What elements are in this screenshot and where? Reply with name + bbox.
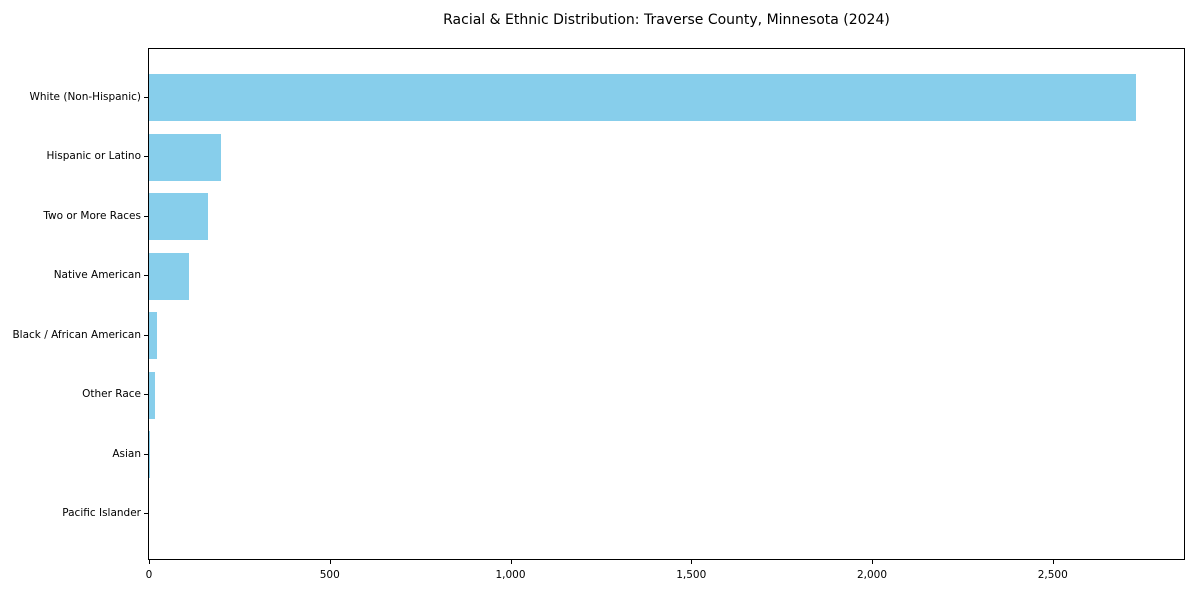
x-tick-mark (510, 560, 512, 564)
y-axis-label: Other Race (82, 388, 141, 401)
y-tick-mark (144, 156, 148, 158)
x-tick-label: 1,500 (676, 569, 707, 581)
bar-black-african-american (149, 312, 157, 360)
x-tick-label: 2,500 (1037, 569, 1068, 581)
x-tick-label: 500 (319, 569, 340, 581)
y-axis-label: White (Non-Hispanic) (29, 90, 141, 103)
x-tick-mark (329, 560, 331, 564)
y-axis-label: Two or More Races (43, 209, 141, 222)
x-tick-label: 0 (145, 569, 153, 581)
x-tick-mark (872, 560, 874, 564)
y-axis-label: Asian (112, 447, 141, 460)
chart-title: Racial & Ethnic Distribution: Traverse C… (443, 12, 890, 28)
y-tick-mark (144, 215, 148, 217)
y-axis-label: Black / African American (12, 328, 141, 341)
y-tick-mark (144, 513, 148, 515)
plot-area (148, 48, 1185, 560)
y-tick-mark (144, 275, 148, 277)
x-tick-label: 1,000 (495, 569, 526, 581)
bar-asian (149, 431, 151, 479)
x-tick-mark (149, 560, 150, 564)
x-tick-mark (691, 560, 693, 564)
y-tick-mark (144, 453, 148, 455)
y-tick-mark (144, 334, 148, 336)
bar-hispanic-or-latino (149, 133, 221, 181)
x-tick-label: 2,000 (856, 569, 888, 581)
y-axis-label: Native American (53, 269, 141, 282)
y-axis-label: Hispanic or Latino (46, 150, 141, 163)
y-axis-label: Pacific Islander (62, 507, 141, 520)
bar-native-american (149, 252, 190, 300)
bar-two-or-more-races (149, 193, 208, 241)
bar-other-race (149, 371, 156, 419)
y-tick-mark (144, 96, 148, 98)
bar-white-non-hispanic (149, 74, 1136, 121)
x-tick-mark (1052, 560, 1054, 564)
y-tick-mark (144, 394, 148, 396)
